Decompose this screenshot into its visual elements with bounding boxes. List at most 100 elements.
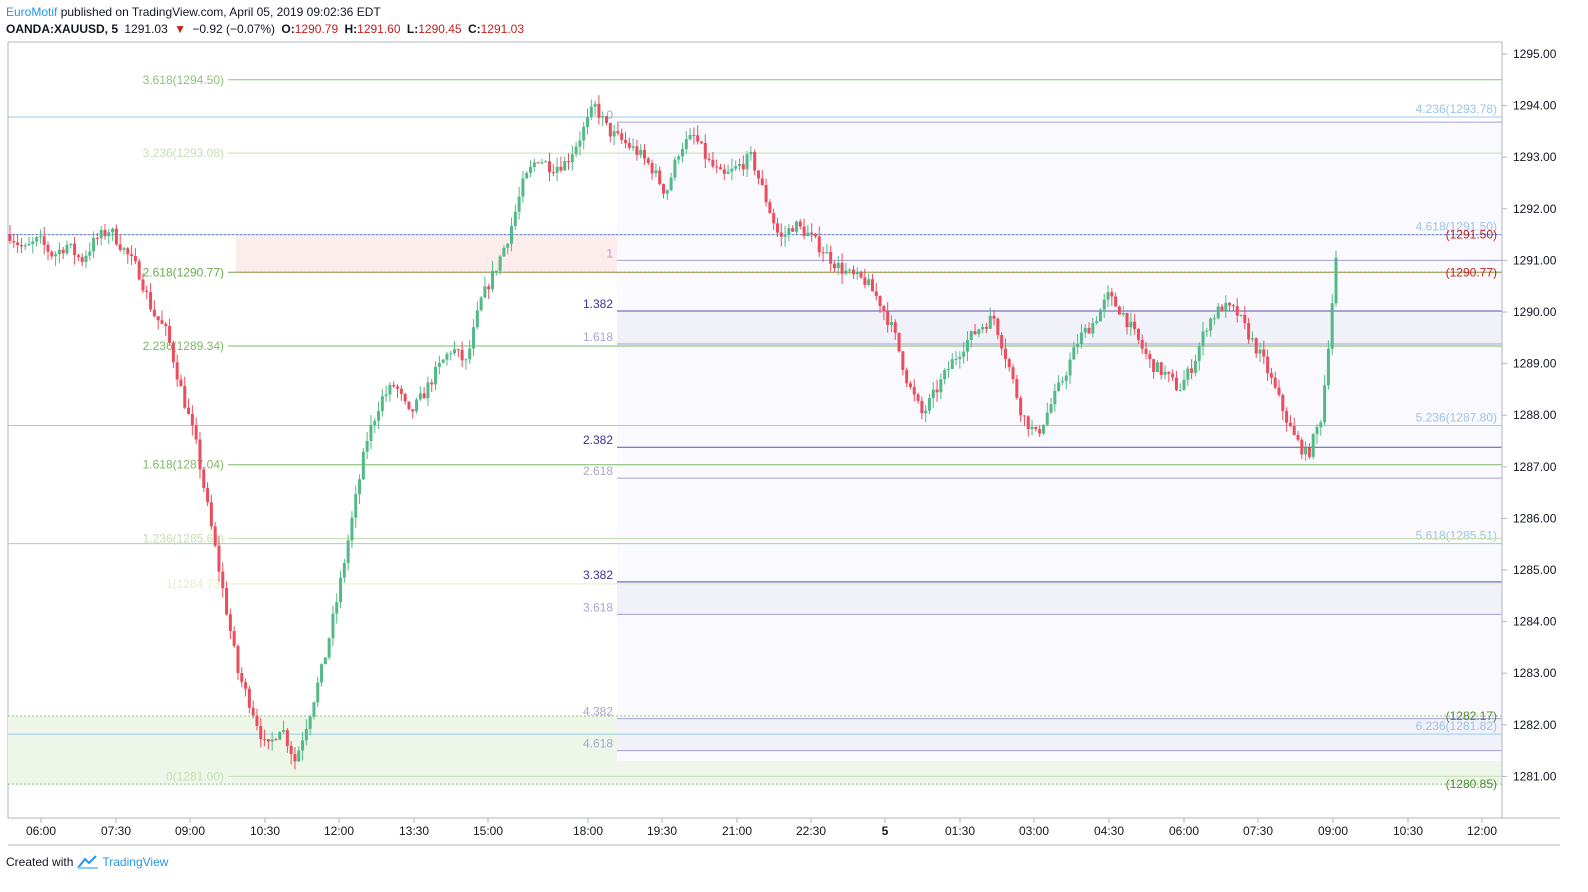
- price-axis-label: 1284.00: [1513, 615, 1557, 629]
- author-link[interactable]: EuroMotif: [6, 5, 58, 19]
- candle-body: [1136, 328, 1140, 340]
- tradingview-logo-icon: [77, 855, 99, 869]
- candle-body: [582, 126, 586, 141]
- created-with-text: Created with: [6, 855, 74, 869]
- candle-body: [1076, 344, 1080, 348]
- candle-body: [54, 254, 58, 257]
- candle-body: [931, 389, 935, 399]
- fib-center-label: 1: [606, 246, 613, 260]
- candle-body: [259, 725, 263, 740]
- time-axis-label: 09:00: [1318, 824, 1348, 838]
- candle-body: [969, 331, 973, 340]
- candle-body: [589, 106, 593, 117]
- candle-body: [829, 251, 833, 264]
- candle-body: [8, 234, 12, 242]
- candle-body: [392, 384, 396, 387]
- candle-body: [217, 545, 221, 572]
- candle-body: [27, 243, 31, 246]
- candle-body: [403, 393, 407, 402]
- candle-body: [893, 322, 897, 333]
- time-axis-label: 12:00: [324, 824, 354, 838]
- candle-body: [654, 170, 658, 174]
- fib-band-3: [617, 718, 1502, 751]
- tradingview-link[interactable]: TradingView: [102, 855, 169, 869]
- candle-body: [377, 411, 381, 421]
- close-label: C:: [467, 22, 481, 36]
- time-axis-label: 07:30: [1243, 824, 1273, 838]
- candle-body: [1224, 302, 1228, 312]
- candle-body: [399, 388, 403, 394]
- candle-body: [1114, 296, 1118, 307]
- candle-body: [494, 270, 498, 272]
- candle-body: [228, 614, 232, 632]
- candle-body: [1178, 390, 1182, 392]
- candle-body: [434, 366, 438, 385]
- candle-body: [1266, 356, 1270, 374]
- candle-body: [1205, 330, 1209, 332]
- candle-body: [95, 237, 99, 239]
- candle-body: [247, 688, 251, 708]
- candle-body: [1197, 346, 1201, 361]
- candle-body: [316, 682, 320, 703]
- candle-body: [187, 407, 191, 415]
- fib-center-label: 4.618: [583, 737, 613, 751]
- candle-body: [99, 230, 103, 239]
- candle-body: [130, 254, 134, 257]
- candle-body: [69, 243, 73, 245]
- candle-body: [1041, 424, 1045, 434]
- candle-body: [510, 225, 514, 244]
- candle-body: [1015, 379, 1019, 398]
- candle-body: [1007, 359, 1011, 368]
- fib-band-1: [617, 310, 1502, 344]
- time-axis-label: 01:30: [945, 824, 975, 838]
- candle-body: [798, 221, 802, 227]
- candle-body: [791, 228, 795, 232]
- price-axis-label: 1290.00: [1513, 305, 1557, 319]
- candle-body: [848, 269, 852, 271]
- candle-body: [1304, 447, 1308, 455]
- candle-body: [760, 178, 764, 186]
- time-axis-label: 19:30: [647, 824, 677, 838]
- candle-body: [1273, 377, 1277, 388]
- candle-body: [202, 469, 206, 488]
- candle-body: [977, 329, 981, 335]
- candle-body: [194, 425, 198, 440]
- candle-body: [688, 134, 692, 140]
- candle-body: [643, 150, 647, 159]
- candle-body: [244, 682, 248, 689]
- candle-body: [388, 384, 392, 395]
- candle-body: [331, 613, 335, 639]
- candle-body: [532, 162, 536, 167]
- candle-body: [479, 297, 483, 311]
- candle-body: [635, 146, 639, 155]
- candle-body: [555, 166, 559, 173]
- candle-body: [31, 241, 35, 244]
- candle-body: [912, 387, 916, 395]
- candle-body: [1182, 379, 1186, 391]
- time-axis-label: 15:00: [473, 824, 503, 838]
- candle-body: [741, 164, 745, 170]
- candle-body: [924, 410, 928, 414]
- candle-body: [544, 161, 548, 163]
- candle-body: [35, 237, 39, 242]
- candle-body: [1159, 362, 1163, 375]
- candle-body: [103, 230, 107, 237]
- candle-body: [487, 286, 491, 290]
- candle-body: [133, 256, 137, 262]
- candle-body: [551, 172, 555, 174]
- candle-body: [1102, 299, 1106, 310]
- fib-center-label: 3.382: [583, 568, 613, 582]
- candle-body: [323, 657, 327, 665]
- candle-body: [863, 277, 867, 285]
- candle-body: [825, 251, 829, 254]
- candle-body: [251, 707, 255, 716]
- candle-body: [289, 745, 293, 755]
- time-axis-label: 21:00: [722, 824, 752, 838]
- fib-center-label: 1.618: [583, 330, 613, 344]
- candle-body: [908, 383, 912, 388]
- candle-body: [1068, 359, 1072, 376]
- candle-body: [1220, 306, 1224, 312]
- candle-body: [1030, 426, 1034, 430]
- price-axis-label: 1293.00: [1513, 150, 1557, 164]
